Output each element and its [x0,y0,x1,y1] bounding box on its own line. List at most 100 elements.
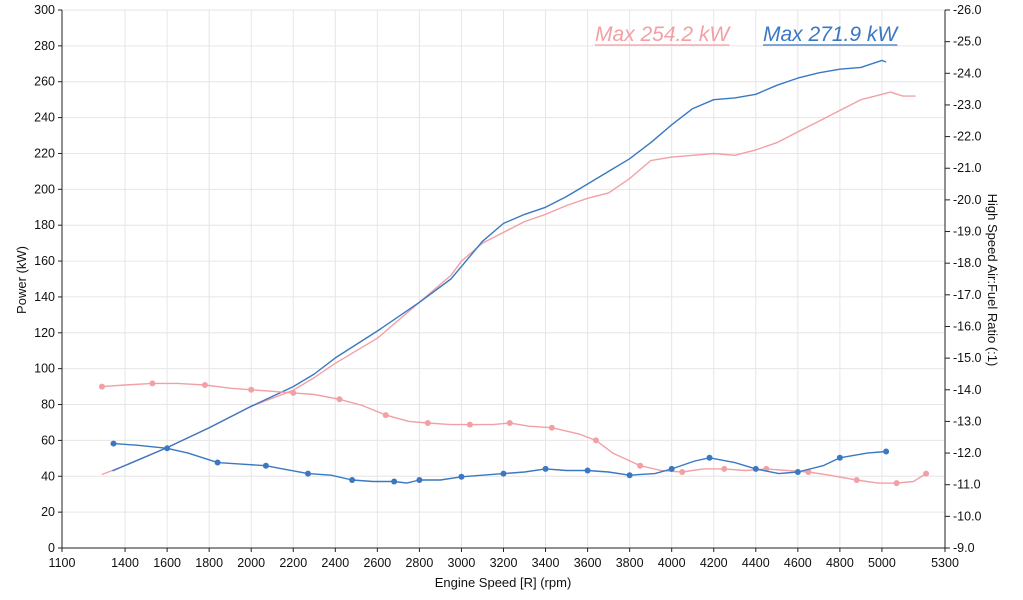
power-line-2 [112,59,887,472]
afr-point [391,478,398,485]
y-left-tick-label: 80 [41,398,55,412]
y-right-tick-label: -25.0 [953,35,982,49]
afr-point [626,472,633,479]
y-right-tick-label: -19.0 [953,225,982,239]
x-tick-label: 4400 [742,556,770,570]
y-right-tick-label: -26.0 [953,3,982,17]
x-tick-label: 1400 [111,556,139,570]
y-right-tick-label: -12.0 [953,446,982,460]
y-left-tick-label: 120 [34,326,55,340]
x-tick-label: 2000 [237,556,265,570]
y-left-tick-label: 260 [34,75,55,89]
afr-point [805,469,812,476]
y-left-tick-label: 60 [41,433,55,447]
y-left-tick-label: 20 [41,505,55,519]
axes-frame [58,9,950,552]
x-tick-label: 4200 [700,556,728,570]
y-right-tick-label: -15.0 [953,351,982,365]
y-right-tick-label: -24.0 [953,66,982,80]
afr-point [248,386,255,393]
x-tick-label: 1600 [153,556,181,570]
y-left-tick-label: 200 [34,182,55,196]
x-tick-label: 3600 [574,556,602,570]
y-left-tick-label: 240 [34,111,55,125]
afr-point [542,465,549,472]
afr-point [201,382,208,389]
y-right-tick-label: -17.0 [953,288,982,302]
x-tick-label: 3200 [490,556,518,570]
x-tick-label: 5300 [931,556,959,570]
afr-point [98,383,105,390]
x-tick-label: 2800 [405,556,433,570]
x-tick-label: 5000 [868,556,896,570]
max-label-1: Max 254.2 kW [595,23,731,46]
y-left-tick-label: 40 [41,469,55,483]
afr-point [214,459,221,466]
afr-point [262,462,269,469]
afr-point [883,448,890,455]
max-power-annotations: Max 254.2 kW Max 271.9 kW [595,23,899,46]
afr-point [923,470,930,477]
afr-point [637,462,644,469]
afr-point [668,465,675,472]
x-tick-label: 3000 [448,556,476,570]
y-right-tick-label: -14.0 [953,383,982,397]
afr-line-4 [113,442,887,484]
power-line-1 [101,91,916,476]
y-right-tick-label: -23.0 [953,98,982,112]
y-right-tick-label: -11.0 [953,478,981,492]
afr-point [466,421,473,428]
afr-point [853,476,860,483]
y-left-tick-label: 280 [34,39,55,53]
y-left-tick-label: 0 [48,541,55,555]
y-right-tick-label: -22.0 [953,130,982,144]
afr-point [424,419,431,426]
x-tick-label: 1800 [195,556,223,570]
afr-point [679,469,686,476]
x-tick-label: 2400 [321,556,349,570]
x-tick-label: 3400 [532,556,560,570]
afr-point [110,440,117,447]
x-axis-title: Engine Speed [R] (rpm) [435,575,572,590]
x-tick-label: 4800 [826,556,854,570]
y-right-tick-label: -10.0 [953,509,982,523]
y-left-tick-label: 140 [34,290,55,304]
afr-point [706,454,713,461]
afr-point [458,473,465,480]
afr-point [500,470,507,477]
afr-point [593,437,600,444]
afr-point [149,380,156,387]
afr-line-3 [101,382,927,484]
x-tick-label: 2600 [363,556,391,570]
x-tick-label: 4600 [784,556,812,570]
afr-point [752,465,759,472]
y-left-tick-label: 160 [34,254,55,268]
max-label-2: Max 271.9 kW [763,23,899,46]
x-tick-label: 3800 [616,556,644,570]
afr-point [794,469,801,476]
y-left-tick-label: 300 [34,3,55,17]
afr-point [506,419,513,426]
afr-point [382,412,389,419]
y-right-tick-label: -16.0 [953,319,982,333]
x-tick-label: 2200 [279,556,307,570]
afr-point [290,389,297,396]
tick-labels: 1100 1400 1600 1800 2000 2200 2400 2600 2800 3000… [34,3,981,570]
afr-point [164,445,171,452]
x-tick-label: 4000 [658,556,686,570]
grid-lines [62,9,945,548]
y-left-tick-label: 220 [34,146,55,160]
afr-point [721,465,728,472]
y-right-tick-label: -21.0 [953,161,982,175]
y-right-tick-label: -18.0 [953,256,982,270]
afr-point [349,476,356,483]
afr-point [584,467,591,474]
afr-point [304,470,311,477]
x-tick-label: 1100 [49,556,76,570]
y-left-tick-label: 100 [34,362,55,376]
y-right-tick-label: -9.0 [953,541,975,555]
y-left-tick-label: 180 [34,218,55,232]
y-right-tick-label: -13.0 [953,414,982,428]
afr-point [836,454,843,461]
y-right-tick-label: -20.0 [953,193,982,207]
